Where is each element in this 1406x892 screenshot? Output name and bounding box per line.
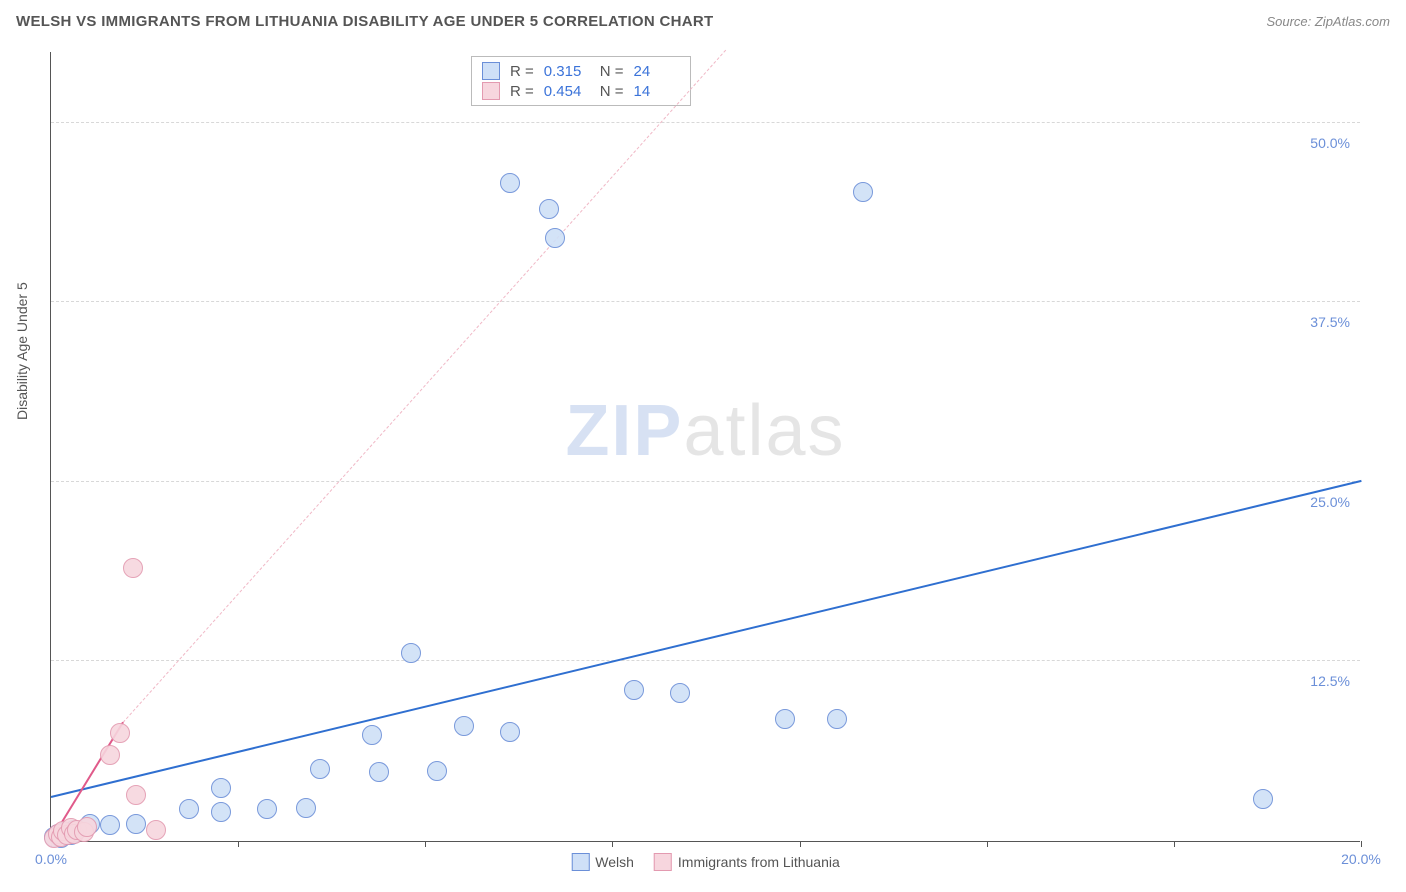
legend-item: Immigrants from Lithuania [654,853,840,871]
gridline [51,122,1360,123]
data-point [401,643,421,663]
data-point [545,228,565,248]
data-point [670,683,690,703]
n-value: 14 [634,83,680,100]
y-tick-label: 12.5% [1310,673,1350,689]
data-point [100,815,120,835]
data-point [362,725,382,745]
chart-title: WELSH VS IMMIGRANTS FROM LITHUANIA DISAB… [16,13,714,30]
gridline [51,660,1360,661]
data-point [123,558,143,578]
x-tick-label-min: 0.0% [35,851,67,867]
data-point [539,199,559,219]
source-attribution: Source: ZipAtlas.com [1266,14,1390,29]
watermark-part2: atlas [683,391,845,471]
data-point [211,802,231,822]
plot-area: ZIPatlas R =0.315N =24R =0.454N =14 Wels… [50,52,1360,842]
data-point [310,759,330,779]
source-name: ZipAtlas.com [1315,14,1390,29]
n-label: N = [600,83,624,100]
legend-label: Immigrants from Lithuania [678,854,840,870]
data-point [296,798,316,818]
data-point [1253,789,1273,809]
gridline [51,301,1360,302]
stats-row: R = 0.315 N = 24 [482,61,680,81]
y-tick-label: 25.0% [1310,494,1350,510]
data-point [775,709,795,729]
r-label: R = [510,63,534,80]
data-point [211,778,231,798]
trend-line [51,480,1361,798]
legend-swatch [571,853,589,871]
n-label: N = [600,63,624,80]
watermark-part1: ZIP [565,391,683,471]
data-point [624,680,644,700]
data-point [126,785,146,805]
data-point [827,709,847,729]
data-point [179,799,199,819]
data-point [257,799,277,819]
x-tick [238,841,239,847]
stats-legend: R = 0.315 N = 24 R = 0.454 N = 14 [471,56,691,106]
gridline [51,481,1360,482]
data-point [126,814,146,834]
y-tick-label: 37.5% [1310,314,1350,330]
x-tick [800,841,801,847]
data-point [454,716,474,736]
legend-swatch [482,82,500,100]
x-tick [425,841,426,847]
legend-label: Welsh [595,854,634,870]
legend-swatch [654,853,672,871]
y-tick-label: 50.0% [1310,135,1350,151]
x-tick [987,841,988,847]
x-tick [1361,841,1362,847]
x-tick [1174,841,1175,847]
data-point [427,761,447,781]
stats-row: R = 0.454 N = 14 [482,81,680,101]
data-point [853,182,873,202]
legend-item: Welsh [571,853,634,871]
legend-swatch [482,62,500,80]
data-point [500,173,520,193]
header: WELSH VS IMMIGRANTS FROM LITHUANIA DISAB… [0,0,1406,42]
data-point [110,723,130,743]
r-value: 0.315 [544,63,590,80]
trend-line [123,50,726,723]
data-point [77,817,97,837]
series-legend: Welsh Immigrants from Lithuania [571,853,840,871]
data-point [369,762,389,782]
x-tick [612,841,613,847]
data-point [146,820,166,840]
source-prefix: Source: [1266,14,1314,29]
x-tick-label-max: 20.0% [1341,851,1381,867]
watermark: ZIPatlas [565,390,845,472]
y-axis-label: Disability Age Under 5 [14,282,30,420]
r-label: R = [510,83,534,100]
r-value: 0.454 [544,83,590,100]
data-point [100,745,120,765]
data-point [500,722,520,742]
n-value: 24 [634,63,680,80]
